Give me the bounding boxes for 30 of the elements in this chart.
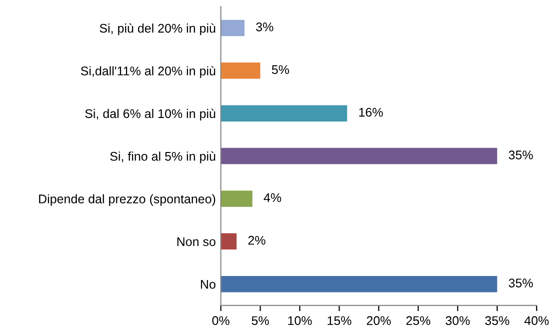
bar <box>220 62 260 79</box>
x-tick-label: 40% <box>524 316 549 326</box>
x-tick-label: 0% <box>212 316 230 326</box>
data-label: 4% <box>264 193 282 202</box>
x-tick-label: 25% <box>406 316 430 326</box>
x-tick-label: 10% <box>288 316 312 326</box>
data-label: 2% <box>248 236 266 245</box>
y-tick-label: Si,dall'11% al 20% in più <box>80 66 216 78</box>
data-label: 35% <box>508 278 533 288</box>
bar <box>220 20 244 36</box>
bar <box>220 105 348 122</box>
y-tick-label: No <box>200 280 216 289</box>
x-tick-label: 15% <box>328 316 352 326</box>
y-tick-label: Si, fino al 5% in più <box>110 151 216 164</box>
bar <box>220 276 498 292</box>
x-tick-label: 5% <box>252 316 269 326</box>
data-label: 35% <box>508 150 533 160</box>
bar <box>220 190 252 207</box>
x-tick-label: 35% <box>485 316 510 326</box>
y-tick-label: Non so <box>177 237 216 246</box>
y-tick-label: Dipende dal prezzo (spontaneo) <box>39 194 216 206</box>
data-label: 16% <box>359 108 383 117</box>
data-label: 5% <box>272 65 290 74</box>
y-tick-label: Si, dal 6% al 10% in più <box>85 108 216 121</box>
y-tick-label: Si, più del 20% in più <box>100 23 216 36</box>
bar <box>220 148 498 164</box>
x-tick-label: 20% <box>366 316 391 326</box>
bar <box>220 233 237 250</box>
data-label: 3% <box>256 22 274 32</box>
x-tick-label: 30% <box>446 316 470 326</box>
